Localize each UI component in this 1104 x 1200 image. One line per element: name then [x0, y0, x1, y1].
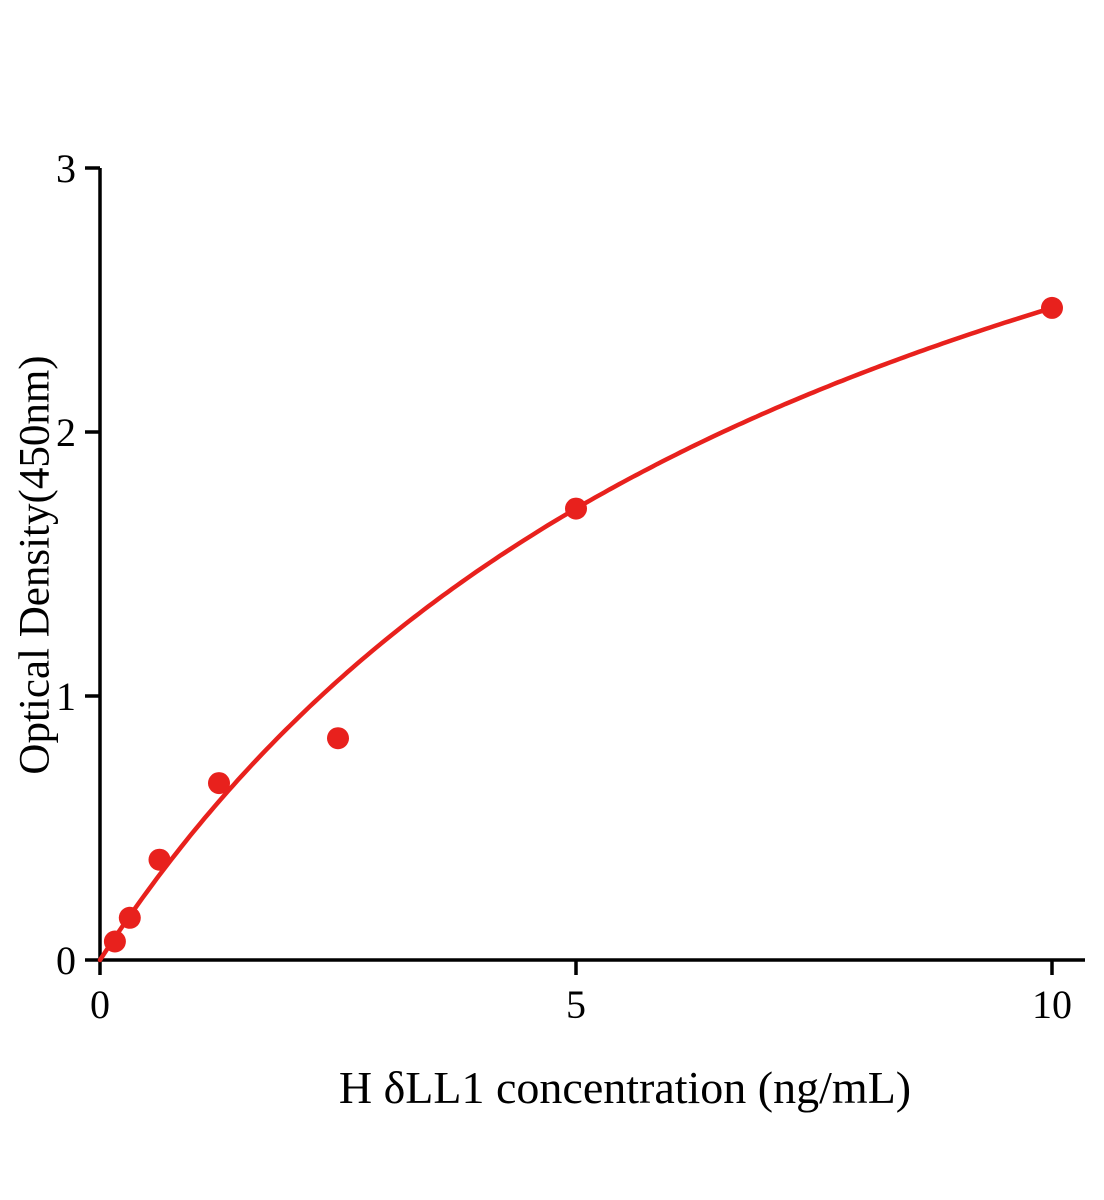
y-tick-label: 0	[56, 938, 76, 983]
y-axis-title: Optical Density(450nm)	[11, 355, 59, 775]
fit-curve	[97, 305, 1055, 963]
x-tick-label: 5	[566, 982, 586, 1027]
y-tick-label: 1	[56, 674, 76, 719]
x-axis-title: H δLL1 concentration (ng/mL)	[338, 1062, 912, 1113]
y-tick-label: 3	[56, 146, 76, 191]
data-point	[208, 772, 230, 795]
data-point	[103, 930, 126, 953]
data-point	[327, 727, 349, 750]
data-point	[118, 906, 141, 929]
x-tick-label: 0	[90, 982, 110, 1027]
data-point	[1041, 296, 1063, 319]
x-tick-label: 10	[1032, 982, 1072, 1027]
data-point	[148, 848, 171, 871]
y-tick-label: 2	[56, 410, 76, 455]
data-point	[565, 497, 587, 520]
